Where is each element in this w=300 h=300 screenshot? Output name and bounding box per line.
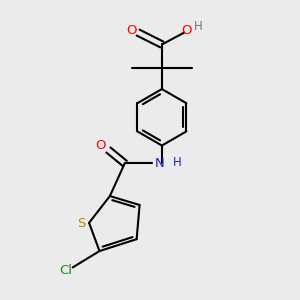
Text: S: S [77,217,86,230]
Text: H: H [194,20,203,33]
Text: H: H [173,156,182,169]
Text: O: O [96,139,106,152]
Text: Cl: Cl [59,264,72,277]
Text: N: N [154,157,164,170]
Text: O: O [181,24,191,37]
Text: O: O [126,24,137,37]
